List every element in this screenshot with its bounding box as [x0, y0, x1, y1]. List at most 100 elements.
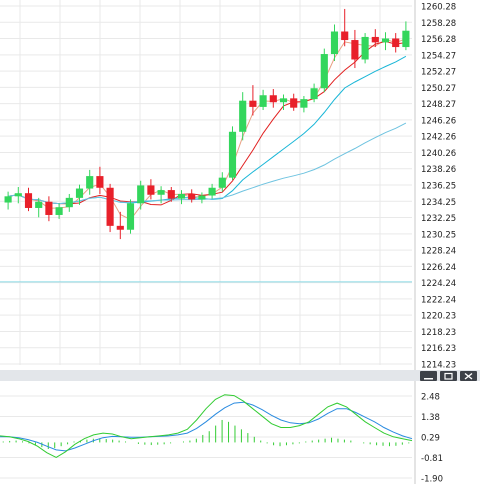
candle[interactable] [188, 189, 196, 203]
candle[interactable] [177, 190, 186, 205]
close-icon[interactable] [460, 371, 477, 381]
candle-body [177, 193, 186, 199]
ma-long-line [8, 122, 407, 205]
candle[interactable] [290, 93, 298, 111]
price-axis-label: 1250.27 [421, 84, 456, 94]
indicator-pane-grid [0, 395, 412, 479]
candle[interactable] [106, 183, 114, 233]
candle-body [86, 176, 94, 189]
main-pane-grid [0, 0, 412, 365]
candle[interactable] [208, 183, 216, 199]
candlestick-series[interactable] [4, 8, 410, 240]
price-axis-label: 1252.27 [421, 68, 456, 78]
price-axis-label: 1224.24 [421, 279, 456, 289]
candle-body [300, 99, 308, 108]
candle[interactable] [239, 92, 247, 141]
candle[interactable] [381, 32, 390, 51]
candle[interactable] [24, 187, 33, 212]
candle[interactable] [14, 186, 22, 204]
minimize-icon[interactable] [420, 371, 437, 381]
candle[interactable] [167, 186, 175, 202]
candle-body [24, 193, 33, 208]
price-axis-label: 1234.25 [421, 198, 456, 208]
indicator-axis: 2.48 1.38 0.29 -0.81 -1.90 [414, 381, 443, 485]
candle[interactable] [249, 85, 257, 116]
price-axis-label: 1254.27 [421, 51, 456, 61]
candle[interactable] [45, 196, 53, 222]
price-axis-label: 1216.23 [421, 344, 456, 354]
macd-line [0, 394, 413, 458]
price-axis-label: 1220.23 [421, 312, 456, 322]
candle-body [116, 225, 124, 230]
macd-lines [0, 394, 413, 458]
price-axis-label: 1226.24 [421, 263, 456, 273]
candle[interactable] [279, 94, 288, 111]
candle[interactable] [126, 199, 135, 234]
candle[interactable] [259, 89, 267, 111]
candle[interactable] [228, 126, 237, 180]
candle[interactable] [4, 191, 12, 210]
candle-body [341, 31, 349, 41]
candle[interactable] [218, 172, 226, 192]
candle[interactable] [371, 29, 379, 48]
candle[interactable] [320, 48, 328, 93]
candle[interactable] [86, 169, 94, 195]
candle[interactable] [330, 24, 339, 62]
candle[interactable] [55, 203, 63, 219]
candle-body [402, 30, 410, 48]
candle-body [45, 201, 53, 215]
candle-body [106, 187, 114, 226]
candle[interactable] [147, 179, 155, 200]
candle-body [157, 190, 165, 195]
candle[interactable] [269, 89, 277, 108]
candle[interactable] [35, 197, 43, 218]
candle-body [137, 185, 145, 204]
candle-body [75, 188, 84, 198]
candle[interactable] [65, 193, 73, 212]
price-axis-label: 1258.28 [421, 19, 456, 29]
candle-body [371, 36, 379, 43]
candle[interactable] [75, 184, 84, 205]
price-axis-label: 1238.26 [421, 165, 456, 175]
candle-body [218, 177, 226, 188]
candle[interactable] [341, 8, 349, 47]
candle-body [249, 100, 257, 107]
candle-body [126, 203, 135, 230]
candle-body [65, 197, 73, 208]
price-axis-label: 1232.25 [421, 214, 456, 224]
price-axis-label: 1228.24 [421, 247, 456, 257]
candle[interactable] [310, 83, 318, 103]
price-axis-label: 1240.26 [421, 149, 456, 159]
restore-icon[interactable] [440, 371, 457, 381]
indicator-axis-label: 2.48 [421, 393, 440, 403]
candle[interactable] [116, 211, 124, 240]
candle-body [96, 176, 104, 188]
price-axis-label: 1260.28 [421, 3, 456, 13]
price-axis-label: 1230.25 [421, 230, 456, 240]
price-axis-label: 1236.25 [421, 182, 456, 192]
price-axis-label: 1246.26 [421, 116, 456, 126]
indicator-axis-label: 0.29 [421, 434, 440, 444]
candle-body [269, 95, 277, 103]
candle[interactable] [198, 192, 206, 204]
candle[interactable] [351, 29, 359, 69]
price-axis: 1260.28 1258.28 1256.28 1254.27 1252.27 1250.… [414, 0, 456, 371]
price-axis-label: 1256.28 [421, 35, 456, 45]
candle-body [198, 195, 206, 200]
candle[interactable] [392, 33, 400, 53]
candle[interactable] [402, 21, 410, 51]
candle[interactable] [137, 180, 145, 210]
price-axis-label: 1214.23 [421, 361, 456, 371]
candle[interactable] [96, 166, 104, 194]
candle-body [310, 88, 318, 100]
candle[interactable] [157, 186, 165, 204]
candle[interactable] [300, 96, 308, 113]
candle[interactable] [361, 33, 369, 64]
price-axis-label: 1218.23 [421, 328, 456, 338]
pane-divider[interactable] [0, 370, 480, 381]
candle-body [208, 187, 216, 196]
candle-body [228, 131, 237, 178]
indicator-axis-label: 1.38 [421, 413, 440, 423]
